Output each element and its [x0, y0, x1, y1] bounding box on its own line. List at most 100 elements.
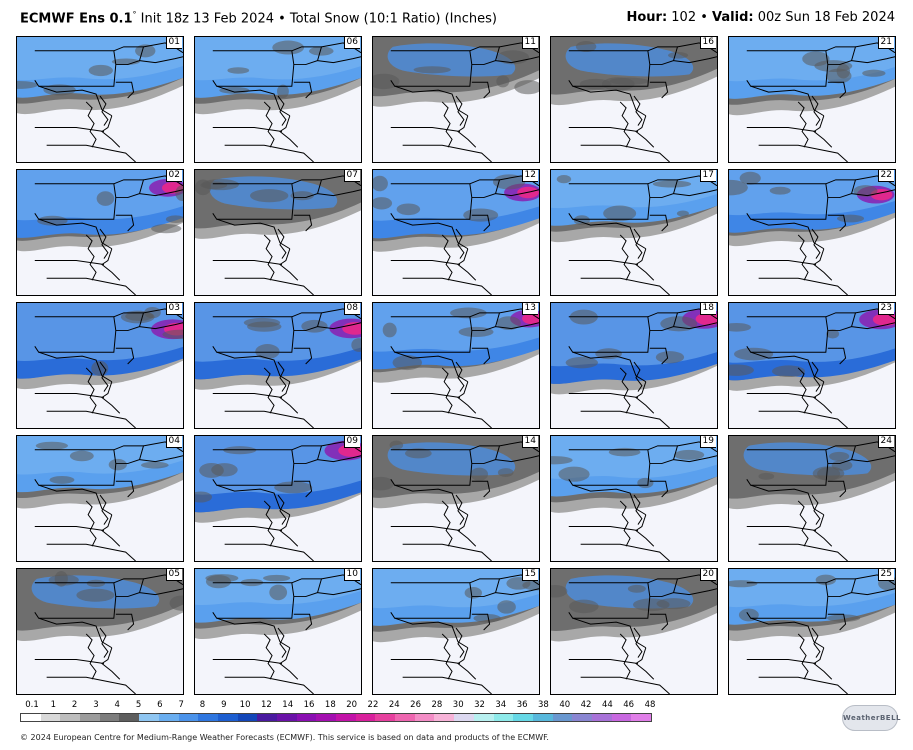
legend-tick-label: 40 [559, 700, 571, 710]
snowfall-map [729, 37, 895, 162]
state-outline [457, 514, 477, 547]
state-outline [38, 617, 113, 649]
snow-speckle [729, 580, 758, 588]
state-outline [46, 277, 136, 295]
state-outline [619, 101, 631, 148]
state-outline [212, 659, 283, 664]
legend-tick-label: 18 [324, 700, 336, 710]
ensemble-member-panel: 17 [550, 169, 718, 296]
state-outline [813, 381, 833, 414]
snow-speckle [603, 205, 637, 222]
legend-color-swatch [532, 714, 553, 721]
legend-color-swatch [454, 714, 474, 721]
legend-color-swatch [139, 714, 159, 721]
snow-speckle [96, 191, 115, 206]
snow-speckle [601, 77, 635, 91]
member-number-label: 16 [699, 37, 716, 49]
state-outline [797, 500, 809, 547]
state-outline [647, 46, 679, 66]
member-number-label: 25 [877, 569, 894, 581]
state-outline [469, 179, 501, 199]
state-outline [390, 659, 461, 664]
legend-color-swatch [414, 714, 435, 721]
state-outline [633, 228, 643, 259]
legend-tick-label: 48 [644, 700, 656, 710]
snow-speckle [263, 574, 291, 582]
state-outline [390, 393, 461, 398]
snow-speckle [558, 466, 590, 482]
legend-tick-label: 9 [221, 700, 227, 710]
state-outline [619, 367, 631, 414]
state-outline [263, 367, 275, 414]
state-outline [758, 277, 848, 295]
snow-band-blue-light [729, 303, 895, 363]
state-outline [471, 347, 491, 365]
snow-speckle [729, 179, 748, 196]
state-outline [568, 449, 651, 486]
state-outline [797, 101, 809, 148]
snowfall-map [551, 303, 717, 428]
snow-speckle [450, 307, 487, 319]
state-outline [469, 46, 501, 66]
state-outline [746, 393, 817, 398]
state-outline [402, 676, 492, 694]
snowfall-map [17, 436, 183, 561]
state-outline [572, 218, 647, 250]
legend-tick-label: 6 [157, 700, 163, 710]
ensemble-member-panel: 08 [194, 302, 362, 429]
state-outline [457, 381, 477, 414]
state-outline [633, 494, 643, 525]
snow-speckle [269, 584, 288, 601]
state-outline [263, 500, 275, 547]
state-outline [471, 480, 491, 498]
state-outline [85, 367, 97, 414]
state-outline [212, 449, 295, 486]
state-outline [811, 494, 821, 525]
state-outline [263, 101, 275, 148]
snowfall-map [17, 569, 183, 694]
state-outline [402, 410, 492, 428]
snow-speckle [35, 441, 68, 450]
state-outline [394, 351, 469, 383]
legend-tick-label: 28 [431, 700, 443, 710]
legend-color-swatch [80, 714, 100, 721]
state-outline [825, 445, 857, 465]
state-outline [46, 144, 136, 162]
copyright-footer: © 2024 European Centre for Medium-Range … [20, 733, 549, 742]
state-outline [85, 234, 97, 281]
legend-color-swatch [513, 714, 533, 721]
state-outline [469, 312, 501, 332]
snow-speckle [201, 178, 239, 191]
state-outline [113, 179, 145, 199]
state-outline [99, 361, 109, 392]
state-outline [758, 676, 848, 694]
state-outline [811, 228, 821, 259]
state-outline [750, 617, 825, 649]
title-left: ECMWF Ens 0.1° Init 18z 13 Feb 2024 • To… [20, 10, 497, 26]
legend-tick-label: 3 [93, 700, 99, 710]
legend-color-swatch [217, 714, 238, 721]
state-outline [825, 312, 857, 332]
snowfall-map [373, 170, 539, 295]
snow-speckle [551, 456, 573, 465]
state-outline [455, 494, 465, 525]
title-right: Hour: 102 • Valid: 00z Sun 18 Feb 2024 [626, 10, 895, 25]
legend-color-swatch [591, 714, 612, 721]
state-outline [813, 647, 833, 680]
state-outline [224, 543, 314, 561]
state-outline [99, 228, 109, 259]
snow-speckle [568, 599, 599, 614]
state-outline [279, 647, 299, 680]
state-outline [635, 514, 655, 547]
state-outline [85, 500, 97, 547]
state-outline [293, 214, 313, 232]
member-number-label: 08 [343, 303, 360, 315]
snowfall-map [551, 569, 717, 694]
state-outline [455, 228, 465, 259]
legend-tick-label: 10 [239, 700, 251, 710]
state-outline [212, 127, 283, 132]
legend-tick-label: 7 [178, 700, 184, 710]
state-outline [750, 85, 825, 117]
snow-speckle [165, 215, 183, 224]
snow-speckle [277, 84, 289, 99]
